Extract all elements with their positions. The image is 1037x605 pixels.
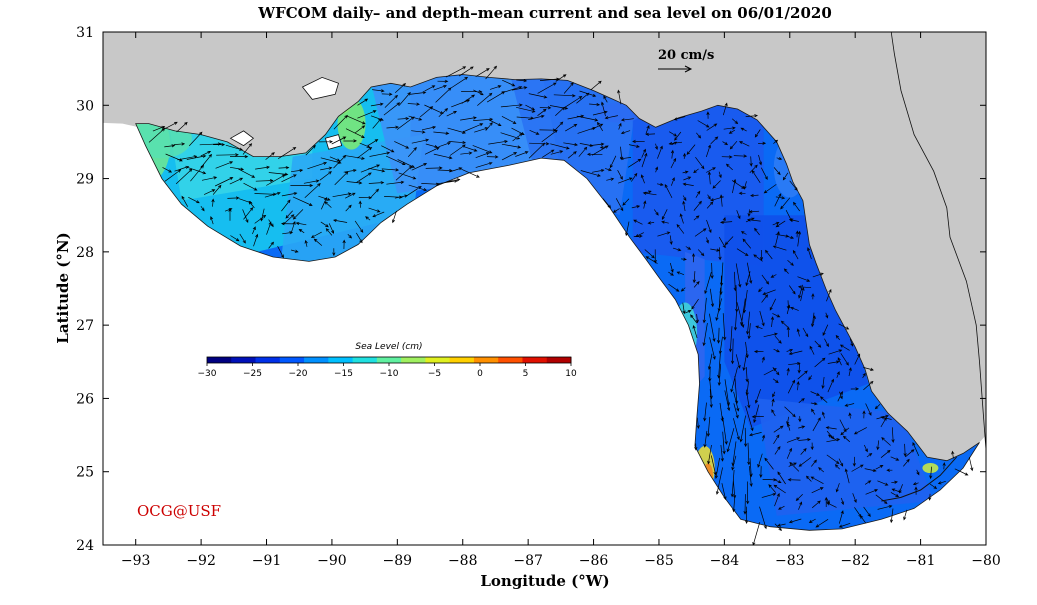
x-axis-label: Longitude (°W) — [480, 572, 609, 590]
map-title: WFCOM daily– and depth–mean current and … — [257, 4, 832, 22]
x-tick-label: −85 — [644, 553, 674, 569]
colorbar-tick-label: −15 — [334, 369, 353, 379]
x-tick-label: −90 — [317, 553, 347, 569]
y-axis-ticks: 24 25 26 27 28 29 30 31 — [76, 25, 986, 554]
colorbar-tick-label: 0 — [477, 369, 483, 379]
colorbar-title: Sea Level (cm) — [355, 342, 422, 352]
credit-label: OCG@USF — [137, 502, 221, 520]
plot-border — [102, 31, 987, 546]
colorbar-cell — [207, 357, 232, 363]
x-tick-label: −84 — [710, 553, 740, 569]
colorbar-cell — [304, 357, 329, 363]
atchafalaya-bay — [229, 130, 255, 147]
colorbar-cell — [425, 357, 451, 363]
y-tick-label: 30 — [76, 98, 94, 114]
y-tick-label: 27 — [76, 318, 94, 334]
sea-level-anomaly — [922, 463, 939, 474]
colorbar-cell — [231, 357, 257, 363]
x-tick-label: −91 — [252, 553, 282, 569]
colorbar-cell — [473, 357, 499, 363]
x-tick-label: −83 — [775, 553, 805, 569]
colorbar-tick-label: 5 — [523, 369, 529, 379]
coastline — [135, 31, 987, 531]
colorbar-cell — [449, 357, 475, 363]
y-tick-label: 31 — [76, 25, 94, 41]
plot-frame — [102, 31, 987, 546]
colorbar-cells — [207, 357, 572, 363]
colorbar-cell — [546, 357, 572, 363]
x-tick-label: −93 — [121, 553, 151, 569]
colorbar-cell — [401, 357, 426, 363]
colorbar-tick-label: −25 — [243, 369, 262, 379]
colorbar-cell — [352, 357, 378, 363]
x-axis-ticks: −93 −92 −91 −90 −89 −88 −87 −86 −85 −84 −83 −82 −81 −… — [121, 32, 1001, 569]
colorbar-tick-label: −20 — [289, 369, 308, 379]
colorbar-cell — [522, 357, 548, 363]
sea-level-field — [103, 74, 986, 545]
x-tick-label: −82 — [840, 553, 870, 569]
colorbar-cell — [328, 357, 354, 363]
scale-vector-arrowhead — [684, 65, 693, 73]
colorbar-cell — [498, 357, 523, 363]
x-tick-label: −92 — [186, 553, 216, 569]
colorbar-ticks: −30 −25 −20 −15 −10 −5 0 5 10 — [198, 363, 577, 379]
colorbar-tick-label: 10 — [565, 369, 577, 379]
colorbar-tick-label: −30 — [198, 369, 217, 379]
current-vector-field — [148, 65, 974, 546]
y-axis-label: Latitude (°N) — [54, 232, 72, 343]
x-tick-label: −86 — [579, 553, 609, 569]
barataria-bay — [324, 134, 343, 150]
colorbar-cell — [279, 357, 305, 363]
atlantic-coast — [890, 31, 987, 450]
x-tick-label: −81 — [906, 553, 936, 569]
y-tick-label: 24 — [76, 538, 94, 554]
lake-pontchartrain — [301, 76, 339, 100]
scale-vector-label: 20 cm/s — [658, 48, 714, 63]
y-tick-label: 29 — [76, 172, 94, 188]
x-tick-label: −80 — [971, 553, 1001, 569]
y-tick-label: 26 — [76, 391, 94, 407]
colorbar: Sea Level (cm) −30 −25 −20 −15 −10 −5 0 5 10 — [198, 342, 577, 379]
current-vectors — [148, 65, 974, 546]
colorbar-cell — [376, 357, 402, 363]
x-tick-label: −88 — [448, 553, 478, 569]
colorbar-cell — [255, 357, 281, 363]
colorbar-tick-label: −5 — [428, 369, 441, 379]
shelf-edge — [135, 74, 980, 531]
sea-level-patch — [757, 398, 934, 516]
florida-keys — [881, 456, 957, 502]
scale-vector: 20 cm/s — [658, 48, 714, 73]
colorbar-tick-label: −10 — [380, 369, 399, 379]
x-tick-label: −89 — [383, 553, 413, 569]
y-tick-label: 25 — [76, 465, 94, 481]
y-tick-label: 28 — [76, 245, 94, 261]
x-tick-label: −87 — [513, 553, 543, 569]
